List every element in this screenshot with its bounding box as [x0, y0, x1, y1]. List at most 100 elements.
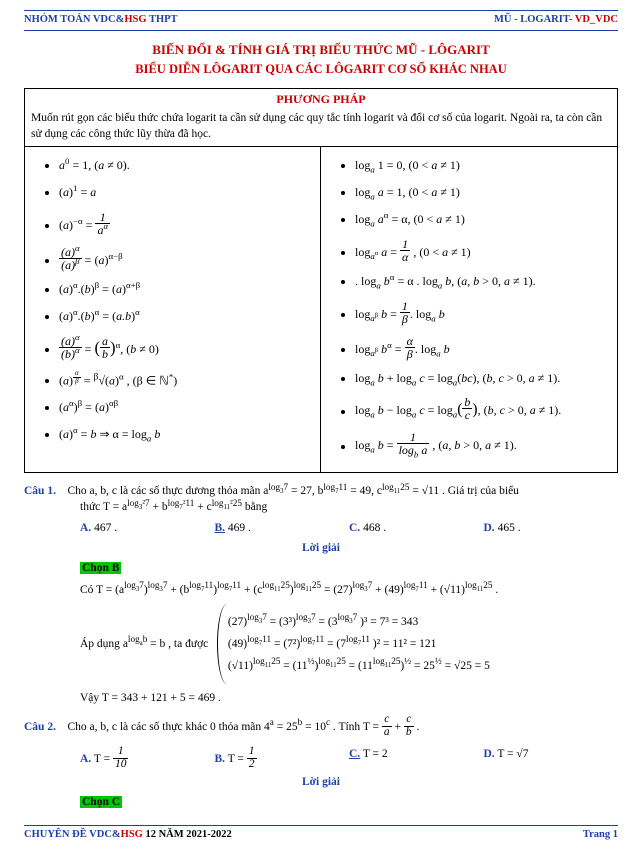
txt: = (27) — [324, 584, 353, 596]
choice-a[interactable]: A. 467 . — [80, 520, 215, 536]
choice-c-val: 468 . — [363, 522, 386, 534]
q2-choices: A. T = 110 B. T = 12 C. T = 2 D. T = √7 — [80, 746, 618, 770]
q1-work-apply: Áp dụng alogab = b , ta được (27)log37 =… — [80, 604, 618, 684]
formula: logaα a = 1α , (0 < a ≠ 1) — [355, 238, 611, 263]
txt: = (11 — [283, 660, 307, 672]
sys-row-3: (√11)log1125 = (11½)log1125 = (11log1125… — [228, 658, 490, 674]
q1-text: Cho a, b, c là các số thực dương thỏa mã… — [67, 485, 518, 497]
formula: logaβ b = 1β. loga b — [355, 300, 611, 325]
txt: + b — [153, 501, 168, 513]
txt: + (c — [244, 584, 262, 596]
txt: là các số thực khác 0 thỏa mãn — [117, 721, 264, 733]
formula: loga 1 = 0, (0 < a ≠ 1) — [355, 157, 611, 174]
txt: Áp dụng — [80, 638, 123, 650]
txt: thức — [80, 501, 103, 513]
q1-work-1: Có T = (alog37)log37 + (blog711)log711 +… — [80, 582, 618, 598]
txt: = 25 — [277, 721, 298, 733]
txt: = (7 — [327, 638, 346, 650]
choice-d[interactable]: D. 465 . — [484, 520, 619, 536]
choice-d-val: T = √7 — [497, 748, 528, 760]
choice-c[interactable]: C. 468 . — [349, 520, 484, 536]
txt: + (b — [170, 584, 189, 596]
txt: )³ = 7³ = 343 — [360, 616, 418, 628]
page: NHÓM TOÁN VDC&HSG THPT MŨ - LOGARIT- VD_… — [0, 0, 642, 852]
txt: = b , ta được — [150, 638, 208, 650]
txt: = (3³) — [270, 616, 296, 628]
formula: a0 = 1, (a ≠ 0). — [59, 157, 314, 174]
txt: = (7²) — [274, 638, 300, 650]
choice-b[interactable]: B. T = 12 — [215, 746, 350, 770]
txt: (a — [115, 584, 124, 596]
txt: = √25 = 5 — [445, 660, 490, 672]
header-left-post: THPT — [147, 14, 178, 25]
choice-c[interactable]: C. T = 2 — [349, 746, 484, 770]
lab: A. — [80, 753, 91, 765]
answer-pick: Chọn C — [80, 796, 122, 808]
txt: Có T = — [80, 584, 115, 596]
question-number: Câu 2. — [24, 721, 56, 733]
txt: = 27, — [288, 485, 318, 497]
method-box: PHƯƠNG PHÁP Muốn rút gọn các biểu thức c… — [24, 88, 618, 473]
method-box-intro: Muốn rút gọn các biểu thức chứa logarit … — [25, 108, 617, 147]
txt: . — [495, 584, 498, 596]
txt: . Tính — [333, 721, 363, 733]
header-right-red: VD_VDC — [575, 14, 618, 25]
formula-col-right: loga 1 = 0, (0 < a ≠ 1) loga a = 1, (0 <… — [321, 147, 617, 472]
sys-row-1: (27)log37 = (3³)log37 = (3log37 )³ = 7³ … — [228, 614, 490, 630]
footer-left: CHUYÊN ĐỀ VDC&HSG 12 NĂM 2021-2022 — [24, 828, 232, 843]
choice-d[interactable]: D. T = √7 — [484, 746, 619, 770]
txt: = (3 — [319, 616, 338, 628]
header-left-pre: NHÓM TOÁN VDC& — [24, 14, 124, 25]
formula: (a)α(b)α = (ab)α, (b ≠ 0) — [59, 335, 314, 360]
formula: (a)α.(b)α = (a.b)α — [59, 308, 314, 325]
formula: . loga bα = α . loga b, (a, b > 0, a ≠ 1… — [355, 273, 611, 290]
txt: = 25 — [414, 660, 435, 672]
choice-a[interactable]: A. T = 110 — [80, 746, 215, 770]
q1-final: Vậy T = 343 + 121 + 5 = 469 . — [80, 690, 618, 706]
header-right-pre: MŨ - LOGARIT- — [494, 14, 575, 25]
txt: + c — [197, 501, 211, 513]
txt: là các số thực dương thỏa mãn — [117, 485, 263, 497]
header-right: MŨ - LOGARIT- VD_VDC — [494, 13, 618, 28]
choice-d-val: 465 . — [498, 522, 521, 534]
formula: (aα)β = (a)αβ — [59, 399, 314, 416]
lab: B. — [215, 753, 226, 765]
choice-a-val: 467 . — [94, 522, 117, 534]
choice-c-val: T = 2 — [363, 748, 388, 760]
q1-line2: thức T = alog3²7 + blog7²11 + clog11²25 … — [80, 499, 618, 515]
formula: loga aα = α, (0 < a ≠ 1) — [355, 211, 611, 228]
txt: = 49, — [347, 485, 377, 497]
formula: (a)αβ = β√(a)α , (β ∈ ℕ*) — [59, 370, 314, 389]
formula: (a)1 = a — [59, 184, 314, 201]
header-left-red: HSG — [124, 14, 146, 25]
txt: (√11) — [228, 660, 253, 672]
formula: (a)−α = 1aα — [59, 211, 314, 236]
q1-choices: A. 467 . B. 469 . C. 468 . D. 465 . — [80, 520, 618, 536]
q2-text: Cho a, b, c là các số thực khác 0 thỏa m… — [67, 721, 419, 733]
choice-b-val: 469 . — [228, 522, 251, 534]
system-brace: (27)log37 = (3³)log37 = (3log37 )³ = 7³ … — [217, 604, 496, 684]
page-header: NHÓM TOÁN VDC&HSG THPT MŨ - LOGARIT- VD_… — [24, 10, 618, 31]
formula: loga b − loga c = loga(bc), (b, c > 0, a… — [355, 396, 611, 421]
txt: = (11 — [349, 660, 373, 672]
document-title-1: BIẾN ĐỔI & TÍNH GIÁ TRỊ BIỂU THỨC MŨ - L… — [24, 41, 618, 59]
txt: + (49) — [375, 584, 404, 596]
txt: a, b, c — [90, 721, 117, 733]
formula: (a)α = b ⇒ α = loga b — [59, 426, 314, 443]
txt: = √11 . Giá trị của biểu — [409, 485, 518, 497]
formula: loga a = 1, (0 < a ≠ 1) — [355, 184, 611, 201]
choice-b-lab: B. — [215, 522, 226, 534]
choice-b[interactable]: B. 469 . — [215, 520, 350, 536]
txt: a, b, c — [90, 485, 117, 497]
footer-page-number: Trang 1 — [583, 828, 618, 843]
page-footer: CHUYÊN ĐỀ VDC&HSG 12 NĂM 2021-2022 Trang… — [24, 825, 618, 843]
header-left: NHÓM TOÁN VDC&HSG THPT — [24, 13, 178, 28]
txt: (27) — [228, 616, 247, 628]
formula-grid: a0 = 1, (a ≠ 0). (a)1 = a (a)−α = 1aα (a… — [25, 147, 617, 472]
txt: + (√11) — [431, 584, 465, 596]
formula-col-left: a0 = 1, (a ≠ 0). (a)1 = a (a)−α = 1aα (a… — [25, 147, 321, 472]
txt: (49) — [228, 638, 247, 650]
question-number: Câu 1. — [24, 485, 56, 497]
question-2: Câu 2. Cho a, b, c là các số thực khác 0… — [24, 714, 618, 810]
txt: Cho — [67, 485, 89, 497]
